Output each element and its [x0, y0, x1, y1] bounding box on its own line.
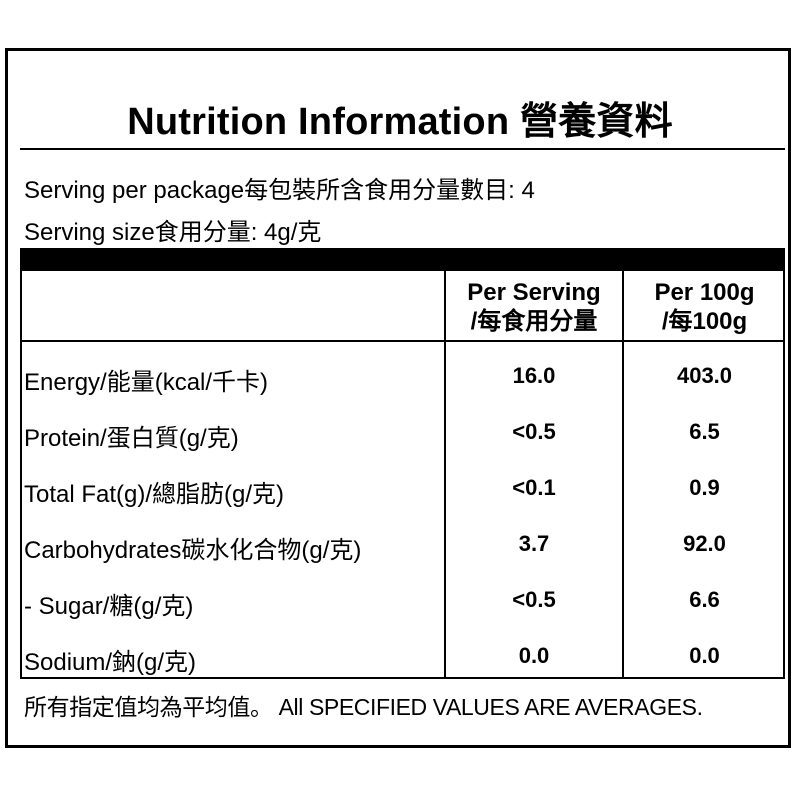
- per-100g-value: 6.6: [689, 587, 720, 612]
- per-serving-value: 0.0: [518, 643, 550, 668]
- nutrient-name: Total Fat(g)/總脂肪(g/克): [24, 481, 285, 508]
- table-row-carbohydrates: Carbohydrates碳水化合物(g/克) 3.7 92.0: [20, 514, 785, 570]
- nutrient-name: Energy/能量(kcal/千卡): [24, 369, 269, 396]
- averages-footnote: 所有指定值均為平均值。 All SPECIFIED VALUES ARE AVE…: [24, 694, 703, 720]
- serving-size: Serving size食用分量: 4g/克: [24, 219, 322, 246]
- nutrient-name: - Sugar/糖(g/克): [24, 593, 194, 620]
- per-100g-value: 0.0: [689, 643, 720, 668]
- table-row-total-fat: Total Fat(g)/總脂肪(g/克) <0.1 0.9: [20, 458, 785, 514]
- nutrition-label-frame: [5, 48, 791, 748]
- header-black-bar: [20, 248, 785, 271]
- table-row-sugar: - Sugar/糖(g/克) <0.5 6.6: [20, 570, 785, 626]
- column-divider: [444, 271, 446, 679]
- header-divider: [20, 340, 785, 342]
- per-serving-value: <0.1: [512, 475, 556, 500]
- per-serving-header-line2: /每食用分量: [470, 308, 598, 335]
- nutrient-name: Sodium/鈉(g/克): [24, 649, 197, 676]
- per-serving-header-line1: Per Serving: [467, 279, 601, 306]
- table-row-protein: Protein/蛋白質(g/克) <0.5 6.5: [20, 402, 785, 458]
- column-divider: [622, 271, 624, 679]
- per-serving-value: 3.7: [518, 531, 550, 556]
- per-100g-header-line1: Per 100g: [654, 279, 755, 306]
- nutrient-name: Carbohydrates碳水化合物(g/克): [24, 537, 362, 564]
- per-serving-value: 16.0: [512, 363, 556, 388]
- serving-per-package: Serving per package每包裝所含食用分量數目: 4: [24, 177, 535, 204]
- per-100g-header-line2: /每100g: [661, 308, 748, 335]
- title-divider: [20, 148, 785, 150]
- nutrient-name: Protein/蛋白質(g/克): [24, 425, 239, 452]
- label-title: Nutrition Information 營養資料: [127, 101, 673, 143]
- nutrition-table: [20, 271, 785, 679]
- per-serving-header: Per Serving /每食用分量: [446, 278, 622, 336]
- per-100g-header: Per 100g /每100g: [624, 278, 785, 336]
- per-100g-value: 6.5: [689, 419, 720, 444]
- per-100g-value: 0.9: [689, 475, 720, 500]
- per-serving-value: <0.5: [512, 587, 556, 612]
- table-row-sodium: Sodium/鈉(g/克) 0.0 0.0: [20, 626, 785, 682]
- per-100g-value: 403.0: [676, 363, 733, 388]
- per-100g-value: 92.0: [683, 531, 726, 556]
- per-serving-value: <0.5: [512, 419, 556, 444]
- table-row-energy: Energy/能量(kcal/千卡) 16.0 403.0: [20, 346, 785, 402]
